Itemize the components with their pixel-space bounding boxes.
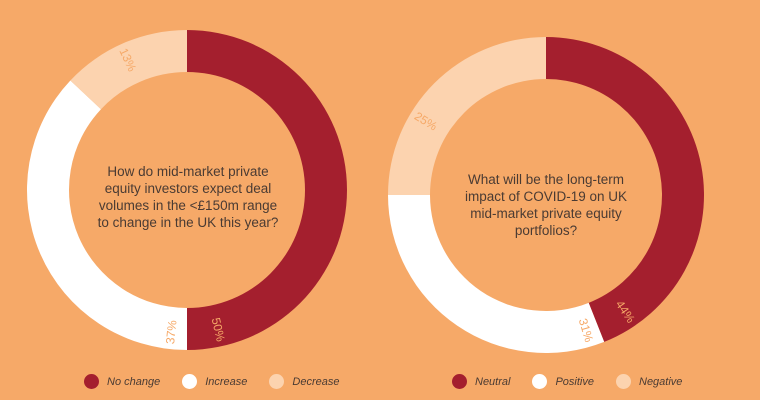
legend-label-increase: Increase: [205, 375, 248, 388]
legend-label-positive: Positive: [555, 375, 594, 388]
legend-label-no-change: No change: [107, 375, 161, 388]
chart-1-legend: No change Increase Decrease: [84, 374, 362, 389]
legend-item-decrease: Decrease: [269, 374, 340, 389]
slice-decrease: [70, 30, 187, 110]
legend-item-positive: Positive: [532, 374, 594, 389]
legend-label-decrease: Decrease: [292, 375, 340, 388]
slice-label-increase: 37%: [163, 319, 180, 345]
chart-1-question: How do mid-market private equity investo…: [97, 164, 279, 230]
slice-increase: [27, 80, 188, 350]
chart-2-legend: Neutral Positive Negative: [452, 374, 704, 389]
slice-negative: [388, 37, 546, 195]
legend-item-increase: Increase: [182, 374, 247, 389]
legend-swatch-increase: [182, 374, 198, 389]
legend-swatch-negative: [616, 374, 631, 389]
legend-swatch-positive: [532, 374, 548, 389]
legend-item-neutral: Neutral: [452, 374, 510, 389]
legend-label-negative: Negative: [639, 375, 683, 388]
slice-no-change: [187, 30, 347, 350]
legend-swatch-neutral: [452, 374, 467, 389]
legend-item-negative: Negative: [616, 374, 682, 389]
legend-label-neutral: Neutral: [475, 375, 511, 388]
donut-chart-deal-volumes: 50%37%13%: [27, 30, 347, 350]
chart-2-question: What will be the long-term impact of COV…: [464, 172, 628, 238]
slice-neutral: [546, 37, 705, 342]
slice-positive: [388, 195, 605, 354]
legend-item-no-change: No change: [84, 374, 160, 389]
slice-label-positive: 31%: [576, 317, 596, 344]
legend-swatch-decrease: [269, 374, 285, 389]
legend-swatch-no-change: [84, 374, 99, 389]
donut-chart-covid-impact: 44%31%25%: [388, 37, 705, 354]
slice-label-no-change: 50%: [209, 316, 228, 343]
